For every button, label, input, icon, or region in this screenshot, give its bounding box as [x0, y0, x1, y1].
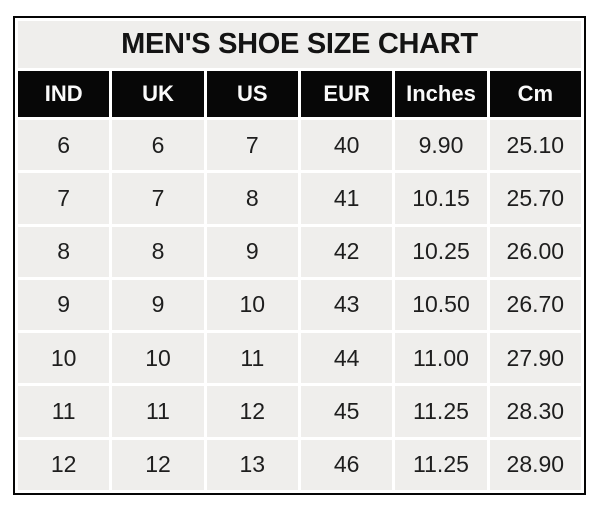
size-cell-us: 7 — [206, 120, 298, 171]
size-cell-uk: 12 — [112, 439, 204, 490]
size-cell-inches: 10.50 — [395, 279, 487, 331]
size-cell-inches: 10.15 — [395, 173, 487, 224]
size-cell-uk: 10 — [112, 333, 204, 384]
size-cell-inches: 9.90 — [395, 120, 487, 171]
size-cell-ind: 8 — [18, 226, 110, 277]
size-cell-eur: 46 — [300, 439, 393, 490]
size-cell-uk: 9 — [112, 279, 204, 331]
size-cell-cm: 26.70 — [489, 279, 581, 331]
column-header-cm: Cm — [489, 71, 581, 117]
size-cell-us: 13 — [206, 439, 298, 490]
size-cell-eur: 43 — [300, 279, 393, 331]
table-row: 10 10 11 44 11.00 27.90 — [18, 333, 581, 384]
size-cell-cm: 27.90 — [489, 333, 581, 384]
size-cell-ind: 7 — [18, 173, 110, 224]
table-row: 11 11 12 45 11.25 28.30 — [18, 386, 581, 437]
size-cell-inches: 11.00 — [395, 333, 487, 384]
size-cell-ind: 11 — [18, 386, 110, 437]
size-cell-uk: 8 — [112, 226, 204, 277]
size-cell-us: 11 — [206, 333, 298, 384]
size-cell-eur: 41 — [300, 173, 393, 224]
column-header-eur: EUR — [300, 71, 393, 117]
table-row: 6 6 7 40 9.90 25.10 — [18, 120, 581, 171]
size-cell-eur: 42 — [300, 226, 393, 277]
column-header-ind: IND — [18, 71, 110, 117]
column-header-inches: Inches — [395, 71, 487, 117]
size-cell-us: 9 — [206, 226, 298, 277]
size-cell-cm: 25.10 — [489, 120, 581, 171]
size-cell-inches: 11.25 — [395, 386, 487, 437]
size-cell-uk: 6 — [112, 120, 204, 171]
size-cell-us: 10 — [206, 279, 298, 331]
size-cell-ind: 6 — [18, 120, 110, 171]
size-cell-ind: 10 — [18, 333, 110, 384]
size-cell-eur: 44 — [300, 333, 393, 384]
size-cell-cm: 28.90 — [489, 439, 581, 490]
table-row: 12 12 13 46 11.25 28.90 — [18, 439, 581, 490]
size-cell-inches: 10.25 — [395, 226, 487, 277]
shoe-size-chart-table: MEN'S SHOE SIZE CHART IND UK US EUR Inch… — [13, 16, 586, 495]
size-cell-uk: 11 — [112, 386, 204, 437]
column-header-uk: UK — [112, 71, 204, 117]
size-cell-inches: 11.25 — [395, 439, 487, 490]
table-row: 7 7 8 41 10.15 25.70 — [18, 173, 581, 224]
size-cell-ind: 9 — [18, 279, 110, 331]
size-cell-us: 8 — [206, 173, 298, 224]
size-cell-eur: 45 — [300, 386, 393, 437]
size-cell-eur: 40 — [300, 120, 393, 171]
size-cell-cm: 28.30 — [489, 386, 581, 437]
column-header-us: US — [206, 71, 298, 117]
header-row: IND UK US EUR Inches Cm — [18, 71, 581, 117]
table-row: 8 8 9 42 10.25 26.00 — [18, 226, 581, 277]
size-cell-uk: 7 — [112, 173, 204, 224]
size-cell-cm: 26.00 — [489, 226, 581, 277]
title-row: MEN'S SHOE SIZE CHART — [18, 21, 581, 68]
table-title: MEN'S SHOE SIZE CHART — [18, 21, 581, 68]
table-row: 9 9 10 43 10.50 26.70 — [18, 279, 581, 331]
size-cell-ind: 12 — [18, 439, 110, 490]
size-cell-cm: 25.70 — [489, 173, 581, 224]
size-cell-us: 12 — [206, 386, 298, 437]
